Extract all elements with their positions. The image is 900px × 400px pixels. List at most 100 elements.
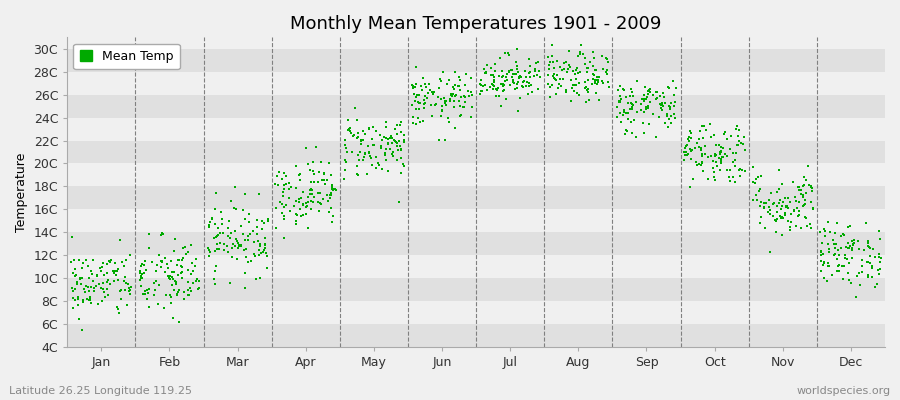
Point <box>720 136 734 142</box>
Point <box>642 86 656 93</box>
Point <box>436 95 451 102</box>
Point <box>166 287 181 293</box>
Point <box>320 177 334 183</box>
Point <box>315 176 329 183</box>
Point <box>409 81 423 87</box>
Point <box>397 139 411 145</box>
Point <box>486 85 500 92</box>
Point <box>649 89 663 95</box>
Point <box>757 204 771 211</box>
Point <box>392 122 407 128</box>
Point <box>496 88 510 94</box>
Point <box>169 279 184 286</box>
Point <box>366 141 381 148</box>
Point <box>381 135 395 142</box>
Point <box>162 272 176 279</box>
Point <box>261 216 275 222</box>
Point <box>582 96 597 103</box>
Point <box>243 230 257 237</box>
Point <box>805 199 819 206</box>
Point <box>299 211 313 217</box>
Point <box>543 59 557 65</box>
Point <box>94 285 108 291</box>
Point <box>770 203 784 209</box>
Point <box>549 91 563 97</box>
Point <box>490 86 504 92</box>
Point <box>654 106 669 113</box>
Point <box>550 58 564 64</box>
Point <box>849 294 863 300</box>
Point <box>320 192 334 198</box>
Point <box>792 186 806 193</box>
Point <box>509 62 524 69</box>
Point <box>152 252 166 259</box>
Point <box>392 138 407 144</box>
Point <box>248 239 262 246</box>
Point <box>642 121 656 128</box>
Point <box>749 192 763 198</box>
Point <box>135 275 149 282</box>
Point <box>514 74 528 80</box>
Point <box>172 257 186 264</box>
Point <box>695 159 709 166</box>
Point <box>396 161 410 168</box>
Point <box>831 262 845 269</box>
Point <box>456 104 471 110</box>
Point <box>277 213 292 220</box>
Point <box>317 170 331 176</box>
Point <box>321 208 336 215</box>
Point <box>758 224 772 231</box>
Point <box>508 71 523 78</box>
Point <box>187 262 202 269</box>
Point <box>241 259 256 265</box>
Point <box>753 173 768 179</box>
Point <box>214 221 229 227</box>
Point <box>413 119 428 125</box>
Point <box>766 200 780 207</box>
Point <box>289 221 303 227</box>
Point <box>208 248 222 254</box>
Point <box>453 102 467 109</box>
Point <box>319 180 333 187</box>
Point <box>485 72 500 78</box>
Point <box>340 149 355 156</box>
Point <box>750 197 764 204</box>
Point <box>345 149 359 156</box>
Point <box>256 218 270 224</box>
Point <box>852 246 867 252</box>
Point <box>708 150 723 157</box>
Point <box>451 82 465 89</box>
Point <box>202 222 216 229</box>
Point <box>113 296 128 302</box>
Point <box>434 96 448 102</box>
Point <box>392 143 407 150</box>
Point <box>338 157 353 164</box>
Point <box>506 79 520 85</box>
Point <box>781 195 796 201</box>
Point <box>592 74 607 80</box>
Point <box>350 130 365 136</box>
Point <box>306 193 320 200</box>
Point <box>249 231 264 237</box>
Point <box>501 52 516 58</box>
Point <box>569 76 583 82</box>
Point <box>147 292 161 298</box>
Point <box>220 242 234 249</box>
Point <box>76 299 90 306</box>
Point <box>726 174 741 181</box>
Point <box>364 154 378 161</box>
Point <box>83 294 97 300</box>
Point <box>101 277 115 284</box>
Point <box>746 164 760 171</box>
Point <box>502 67 517 74</box>
Point <box>661 111 675 117</box>
Point <box>752 186 767 192</box>
Point <box>341 127 356 134</box>
Point <box>166 269 181 276</box>
Point <box>347 105 362 112</box>
Point <box>448 93 463 99</box>
Point <box>302 194 316 201</box>
Point <box>357 154 372 160</box>
Point <box>71 296 86 302</box>
Point <box>732 138 746 144</box>
